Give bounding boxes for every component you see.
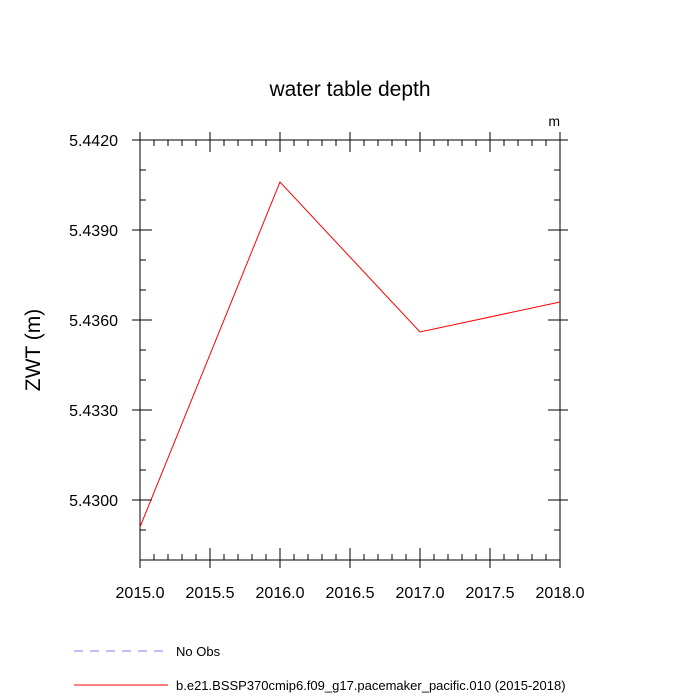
tick-labels: 2015.0 2015.5 2016.0 2016.5 2017.0 2017.5 2018… — [69, 133, 585, 602]
y-tick-label: 5.4360 — [69, 313, 118, 330]
series-line-1 — [139, 181, 561, 528]
x-tick-label: 2017.0 — [396, 585, 445, 602]
x-tick-label: 2015.5 — [186, 585, 235, 602]
plot-frame — [139, 139, 561, 561]
axis-ticks — [132, 132, 568, 568]
x-tick-label: 2017.5 — [466, 585, 515, 602]
chart-title: water table depth — [268, 78, 430, 101]
legend-label-0: No Obs — [176, 644, 221, 659]
units-label: m — [548, 113, 560, 129]
y-tick-label: 5.4390 — [69, 223, 118, 240]
x-tick-label: 2016.5 — [326, 585, 375, 602]
x-tick-label: 2016.0 — [256, 585, 305, 602]
legend: No Obs b.e21.BSSP370cmip6.f09_g17.pacemak… — [74, 644, 566, 693]
y-axis-label: ZWT (m) — [22, 309, 45, 391]
y-tick-label: 5.4420 — [69, 133, 118, 150]
series-lines — [139, 181, 561, 528]
x-tick-label: 2018.0 — [536, 585, 585, 602]
plot-area — [139, 139, 561, 561]
x-tick-label: 2015.0 — [116, 585, 165, 602]
y-tick-label: 5.4330 — [69, 403, 118, 420]
y-tick-label: 5.4300 — [69, 493, 118, 510]
legend-label-1: b.e21.BSSP370cmip6.f09_g17.pacemaker_pac… — [176, 678, 566, 693]
